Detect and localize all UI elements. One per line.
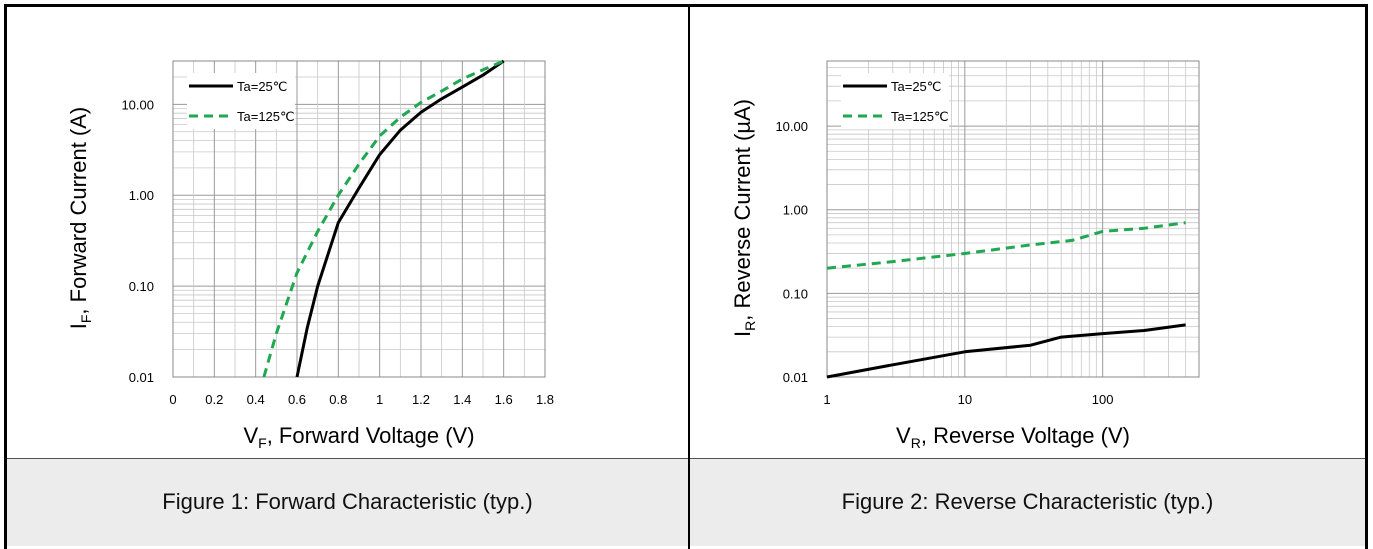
forward-characteristic-chart: 0.01 0.10 1.00 10.00 0 0.2 0.4 0.6 0.8 1 1.2 1.4 1.6…	[121, 59, 554, 407]
chart2-legend	[841, 73, 949, 129]
chart1-xtick-label: 0.4	[247, 392, 265, 407]
chart2-series-ta125-line	[826, 221, 1186, 270]
chart1-xtick-label: 0	[169, 392, 176, 407]
chart2-series-ta25-line	[826, 323, 1186, 379]
chart1-xtick-label: 0.6	[288, 392, 306, 407]
chart1-xtick-label: 1.8	[536, 392, 554, 407]
chart1-ytick-label: 10.00	[121, 97, 154, 112]
chart1-series-ta25-line	[295, 59, 505, 378]
figure-frame	[4, 4, 1368, 549]
chart2-xtick-label: 100	[1092, 392, 1114, 407]
chart1-legend-label: Ta=25℃	[237, 79, 287, 94]
caption-band	[7, 458, 1365, 546]
chart2-xlabel: VR, Reverse Voltage (V)	[896, 423, 1130, 451]
figure1-caption: Figure 1: Forward Characteristic (typ.)	[162, 488, 533, 514]
chart1-ytick-label: 1.00	[129, 188, 154, 203]
chart1-xtick-label: 0.8	[329, 392, 347, 407]
chart1-xlabel: VF, Forward Voltage (V)	[243, 423, 474, 451]
chart1-xtick-label: 1	[376, 392, 383, 407]
chart1-ytick-label: 0.01	[129, 370, 154, 385]
chart1-xtick-label: 1.4	[453, 392, 471, 407]
chart1-legend	[187, 73, 295, 129]
chart2-plot-border	[826, 60, 1200, 378]
figure-divider	[688, 4, 690, 549]
chart1-xtick-label: 1.2	[412, 392, 430, 407]
chart2-legend-label: Ta=125℃	[891, 109, 949, 124]
chart1-legend-label: Ta=125℃	[237, 109, 295, 124]
chart2-xtick-label: 1	[823, 392, 830, 407]
chart2-ytick-label: 10.00	[775, 119, 808, 134]
figure2-caption: Figure 2: Reverse Characteristic (typ.)	[841, 488, 1214, 514]
chart1-xtick-label: 1.6	[495, 392, 513, 407]
chart1-series-ta125-line	[262, 59, 505, 378]
charts-canvas: VF, Forward Voltage (V) IF, Forward Curr…	[66, 59, 1200, 451]
chart1-plot-border	[172, 60, 546, 378]
chart1-ytick-label: 0.10	[129, 279, 154, 294]
chart2-ytick-label: 1.00	[783, 203, 808, 218]
chart1-ylabel: IF, Forward Current (A)	[66, 107, 94, 330]
chart2-legend-label: Ta=25℃	[891, 79, 941, 94]
chart2-ytick-label: 0.01	[783, 370, 808, 385]
chart2-ylabel: IR, Reverse Current (µA)	[730, 99, 758, 337]
chart2-xtick-label: 10	[958, 392, 972, 407]
reverse-characteristic-chart: 0.01 0.10 1.00 10.00 1 10 100 Ta=25℃ Ta=125℃	[775, 60, 1200, 407]
chart2-ytick-label: 0.10	[783, 286, 808, 301]
chart1-xtick-label: 0.2	[205, 392, 223, 407]
